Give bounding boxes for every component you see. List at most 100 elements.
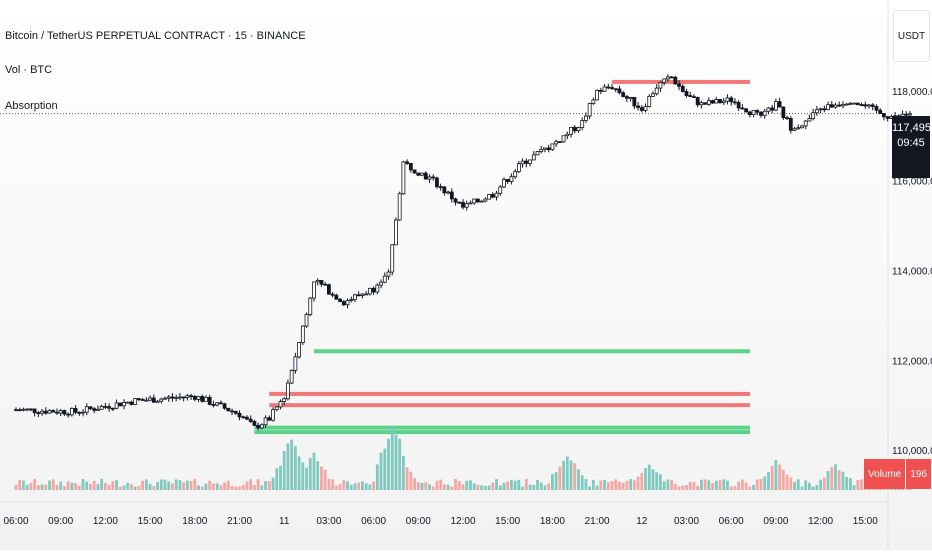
candle-body <box>263 417 268 426</box>
volume-bar <box>387 438 390 490</box>
volume-bar <box>327 478 331 490</box>
candle-body <box>677 83 681 87</box>
candle-body <box>692 96 696 99</box>
candle-body <box>613 88 618 91</box>
current-price-value: 117,495.4 <box>892 122 932 134</box>
candle-body <box>196 396 201 400</box>
volume-bar <box>100 478 104 490</box>
volume-bar <box>554 472 558 490</box>
volume-bar <box>759 478 763 490</box>
resistance-level-line[interactable] <box>612 79 750 84</box>
candle-body <box>353 294 357 300</box>
volume-tag-value: 196 <box>906 459 932 489</box>
volume-bar <box>752 485 755 490</box>
volume-bar <box>670 479 673 490</box>
volume-bar <box>174 479 178 490</box>
candle-body <box>867 104 871 107</box>
candle-body <box>140 399 145 401</box>
symbol-title[interactable]: Bitcoin / TetherUS PERPETUAL CONTRACT · … <box>5 30 306 42</box>
volume-bar <box>599 480 603 490</box>
volume-bar <box>495 479 498 490</box>
volume-bar <box>323 469 327 490</box>
volume-bar <box>22 480 25 490</box>
currency-selector[interactable]: USDT <box>893 10 930 62</box>
absorption-indicator-label[interactable]: Absorption <box>5 100 58 112</box>
volume-bar <box>394 434 398 490</box>
volume-bar <box>312 452 316 490</box>
candle-body <box>166 396 171 399</box>
volume-bar <box>483 485 487 490</box>
candle-body <box>438 186 443 189</box>
candle-body <box>274 406 279 411</box>
candle-body <box>509 176 514 182</box>
candle-body <box>464 203 469 208</box>
volume-indicator-label[interactable]: Vol · BTC <box>5 64 53 76</box>
volume-bar <box>275 468 279 490</box>
candle-body <box>170 396 175 399</box>
volume-bar <box>651 469 655 490</box>
volume-bar <box>569 460 573 490</box>
volume-bar <box>238 486 241 490</box>
volume-bar <box>603 479 606 490</box>
candle-body <box>826 104 830 111</box>
volume-bar <box>733 486 737 490</box>
candle-body <box>96 408 100 411</box>
candle-body <box>591 99 596 104</box>
volume-bar <box>204 483 208 490</box>
volume-bar <box>692 481 696 490</box>
x-tick-label: 18:00 <box>540 516 565 527</box>
candle-body <box>394 219 398 246</box>
volume-bar <box>822 477 826 490</box>
volume-bar <box>826 471 830 490</box>
support-level-line[interactable] <box>254 425 750 430</box>
volume-bar <box>178 480 182 490</box>
volume-bar <box>774 459 778 490</box>
candle-body <box>21 408 26 411</box>
volume-bar <box>722 479 726 490</box>
candle-body <box>114 402 119 409</box>
volume-bar <box>841 471 845 490</box>
candle-body <box>818 108 823 111</box>
volume-bar <box>416 482 420 490</box>
candle-body <box>766 107 771 112</box>
volume-bar <box>700 479 703 490</box>
x-tick-label: 06:00 <box>719 516 744 527</box>
x-tick-label: 09:00 <box>406 516 431 527</box>
support-level-line[interactable] <box>314 349 750 354</box>
volume-bar <box>789 477 793 490</box>
candle-body <box>405 161 410 164</box>
candle-body <box>774 101 778 111</box>
candle-body <box>233 411 238 414</box>
volume-bar <box>200 486 204 490</box>
candle-body <box>733 101 737 104</box>
volume-bar <box>815 485 819 490</box>
volume-bar <box>182 482 186 490</box>
volume-bar <box>442 484 446 490</box>
candle-body <box>386 271 391 277</box>
resistance-level-line[interactable] <box>269 391 750 396</box>
candle-body <box>293 356 298 371</box>
volume-bar <box>130 484 133 490</box>
volume-bar <box>781 469 785 490</box>
candle-body <box>561 135 566 143</box>
volume-bar <box>226 480 230 490</box>
volume-bar <box>476 484 480 490</box>
candle-body <box>125 401 130 404</box>
candle-body <box>811 112 816 119</box>
volume-bar <box>644 468 647 490</box>
y-tick-label: 110,000.0 <box>892 446 932 457</box>
resistance-level-line[interactable] <box>269 403 750 408</box>
candle-body <box>848 102 853 105</box>
candle-body <box>487 194 491 200</box>
candle-body <box>904 113 909 116</box>
candle-body <box>461 201 465 208</box>
volume-bar <box>118 486 122 490</box>
candle-body <box>882 113 886 118</box>
candle-body <box>51 410 56 413</box>
candle-body <box>651 93 655 97</box>
support-level-line[interactable] <box>254 430 750 435</box>
x-tick-label: 15:00 <box>495 516 520 527</box>
volume-bar <box>673 484 677 490</box>
